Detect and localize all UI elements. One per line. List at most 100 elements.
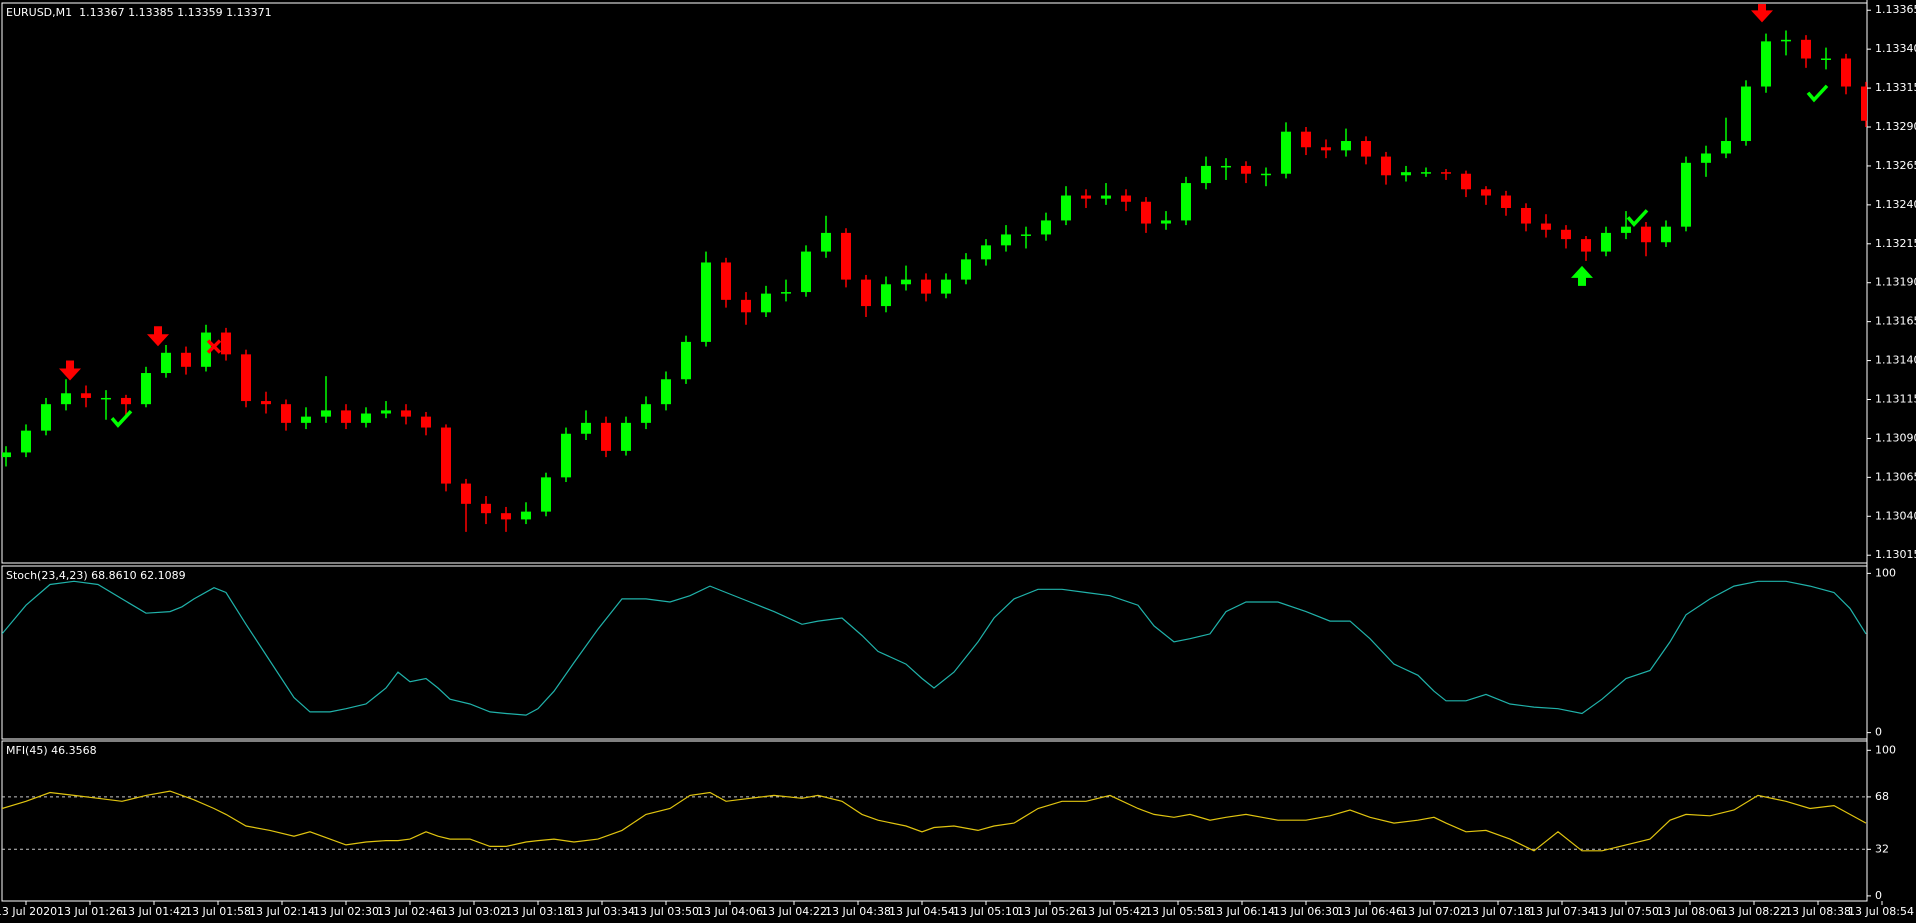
candle-body [1641,226,1651,243]
candle-body [1821,58,1831,60]
candle-body [1581,239,1591,252]
candle-body [201,332,211,367]
x-tick-label: 13 Jul 04:22 [761,905,827,918]
candle-body [741,299,751,313]
y-tick-label: 1.13115 [1875,393,1916,406]
candle-body [1781,39,1791,42]
y-tick-label: 1.13165 [1875,315,1916,328]
candle-body [1861,86,1867,121]
candle-body [1101,195,1111,199]
candle-body [1441,172,1451,174]
x-tick-label: 13 Jul 04:38 [825,905,891,918]
y-tick-label: 100 [1875,743,1896,756]
candle-body [1181,183,1191,221]
indicator-line [2,790,1867,852]
signal-marker [1626,209,1649,227]
x-tick-label: 13 Jul 04:06 [697,905,763,918]
candle-body [1061,195,1071,221]
y-tick-label: 1.13040 [1875,509,1916,522]
y-tick-label: 68 [1875,790,1889,803]
candle-body [641,404,651,423]
x-tick-label: 13 Jul 2020 [0,905,57,918]
candle-body [1321,147,1331,151]
candle-body [561,433,571,478]
candle-body [1041,220,1051,235]
y-tick-label: 0 [1875,726,1882,739]
indicator-line [2,580,1867,716]
candle-body [941,279,951,294]
x-tick-label: 13 Jul 02:30 [313,905,379,918]
candle-body [1681,162,1691,227]
candle-body [901,279,911,285]
candle-body [921,279,931,294]
main-panel-frame [1,2,1868,564]
candle-body [981,245,991,260]
x-tick-label: 13 Jul 07:02 [1401,905,1467,918]
signal-marker [147,326,169,347]
plot-area [2,790,1867,852]
candle-body [1521,207,1531,224]
x-tick-label: 13 Jul 03:02 [441,905,507,918]
candle-body [1021,234,1031,236]
y-tick-label: 1.13340 [1875,42,1916,55]
y-tick-label: 1.13065 [1875,470,1916,483]
candle-body [521,511,531,520]
stoch-panel-frame [1,565,1868,740]
candle-body [761,293,771,313]
plot-area [2,4,1867,532]
y-tick-label: 1.13015 [1875,548,1916,561]
y-tick-label: 1.13090 [1875,431,1916,444]
candle-body [1721,141,1731,154]
x-tick-label: 13 Jul 02:46 [377,905,443,918]
candle-body [1601,232,1611,252]
candle-body [581,422,591,434]
x-tick-label: 13 Jul 05:58 [1145,905,1211,918]
candle-body [681,341,691,380]
candle-body [121,397,131,405]
x-tick-label: 13 Jul 05:26 [1017,905,1083,918]
candle-body [1741,86,1751,142]
candle-body [1281,131,1291,174]
x-tick-label: 13 Jul 05:10 [953,905,1019,918]
candle-body [2,452,11,458]
candle-body [361,413,371,423]
candle-body [1481,189,1491,196]
candle-body [1561,229,1571,240]
candle-body [41,404,51,431]
candle-body [401,410,411,417]
x-tick-label: 13 Jul 03:50 [633,905,699,918]
candle-body [821,232,831,252]
candle-body [261,401,271,405]
x-tick-label: 13 Jul 07:18 [1465,905,1531,918]
x-tick-label: 13 Jul 02:14 [249,905,315,918]
candle-body [81,393,91,398]
candle-body [1001,234,1011,246]
candle-body [701,262,711,342]
candle-body [301,416,311,423]
y-tick-label: 100 [1875,566,1896,579]
x-tick-label: 13 Jul 04:54 [889,905,955,918]
candle-body [1841,58,1851,87]
candle-body [1261,173,1271,176]
candle-body [1761,41,1771,87]
y-tick-label: 1.13265 [1875,159,1916,172]
candle-body [1461,173,1471,190]
candle-body [841,232,851,280]
candle-body [381,410,391,414]
candle-body [1201,165,1211,184]
candle-body [721,262,731,300]
candle-body [1701,153,1711,163]
x-tick-label: 13 Jul 06:30 [1273,905,1339,918]
panel-title: Stoch(23,4,23) 68.8610 62.1089 [6,569,186,582]
candle-body [1221,165,1231,168]
candle-body [1301,131,1311,148]
x-tick-label: 13 Jul 08:22 [1721,905,1787,918]
candle-body [1541,223,1551,230]
candle-body [1141,201,1151,224]
x-tick-label: 13 Jul 08:54 [1848,905,1914,918]
x-tick-label: 13 Jul 07:50 [1593,905,1659,918]
candle-body [181,352,191,367]
y-tick-label: 1.13240 [1875,198,1916,211]
candle-body [101,397,111,400]
